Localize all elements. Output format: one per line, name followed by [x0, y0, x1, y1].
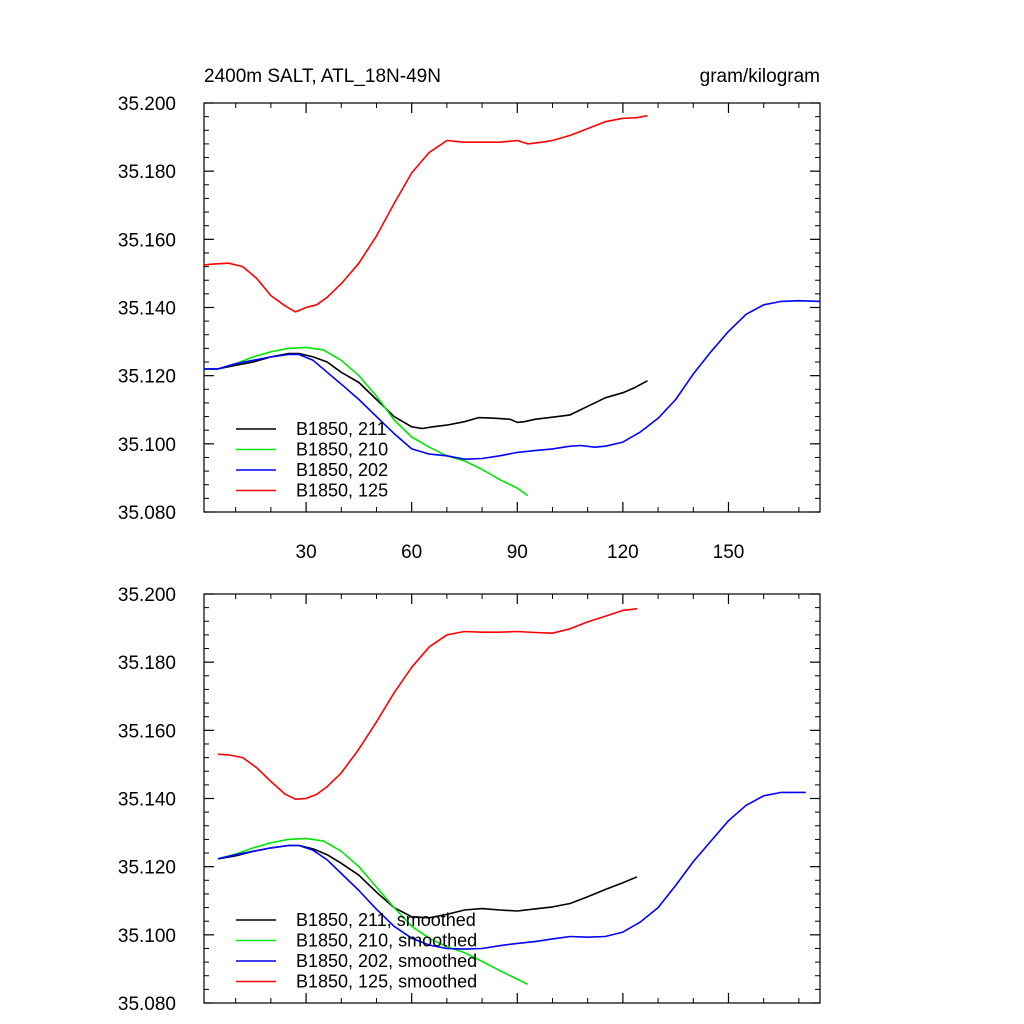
units-label: gram/kilogram — [700, 66, 820, 87]
top-legend-label: B1850, 202 — [296, 460, 388, 480]
top-x-tick-label: 150 — [713, 542, 745, 563]
top-series-line-1 — [204, 352, 648, 430]
top-legend-label: B1850, 210 — [296, 440, 388, 460]
top-x-tick-label: 90 — [507, 542, 528, 563]
bottom-y-tick-label: 35.140 — [118, 790, 176, 811]
top-y-tick-label: 35.200 — [118, 94, 176, 115]
bottom-series-line-3 — [217, 791, 806, 950]
bottom-y-tick-label: 35.180 — [118, 653, 176, 674]
bottom-y-tick-label: 35.100 — [118, 926, 176, 947]
top-y-tick-label: 35.120 — [118, 367, 176, 388]
top-series-line-3 — [204, 299, 821, 461]
bottom-series-line-2 — [217, 837, 529, 986]
bottom-legend-label: B1850, 211, smoothed — [296, 910, 476, 930]
top-x-tick-label: 30 — [296, 542, 317, 563]
top-series-line-4 — [203, 114, 648, 313]
bottom-panel: 35.080 35.100 35.120 35.140 35.160 35.180 35.2… — [118, 585, 821, 1015]
bottom-y-tick-label: 35.080 — [118, 994, 176, 1015]
bottom-legend-label: B1850, 210, smoothed — [296, 931, 477, 951]
top-y-tick-label: 35.100 — [118, 435, 176, 456]
top-x-tick-label: 120 — [607, 542, 639, 563]
bottom-series-line-1 — [217, 844, 638, 919]
bottom-y-tick-label: 35.120 — [118, 858, 176, 879]
bottom-y-tick-label: 35.160 — [118, 721, 176, 742]
top-legend-label: B1850, 125 — [296, 481, 388, 501]
bottom-legend-label: B1850, 202, smoothed — [296, 951, 477, 971]
bottom-legend-label: B1850, 125, smoothed — [296, 972, 477, 992]
top-y-tick-label: 35.160 — [118, 230, 176, 251]
top-y-tick-label: 35.080 — [118, 503, 176, 524]
top-series-line-2 — [204, 346, 529, 497]
bottom-y-tick-label: 35.200 — [118, 585, 176, 606]
top-y-tick-label: 35.140 — [118, 299, 176, 320]
top-x-tick-label: 60 — [401, 542, 422, 563]
top-panel: 35.080 35.100 35.120 35.140 35.160 35.180 35.2… — [118, 94, 821, 563]
bottom-series-line-4 — [218, 607, 638, 801]
top-legend-label: B1850, 211 — [296, 419, 387, 439]
top-y-tick-label: 35.180 — [118, 162, 176, 183]
chart-title: 2400m SALT, ATL_18N-49N — [204, 66, 441, 87]
